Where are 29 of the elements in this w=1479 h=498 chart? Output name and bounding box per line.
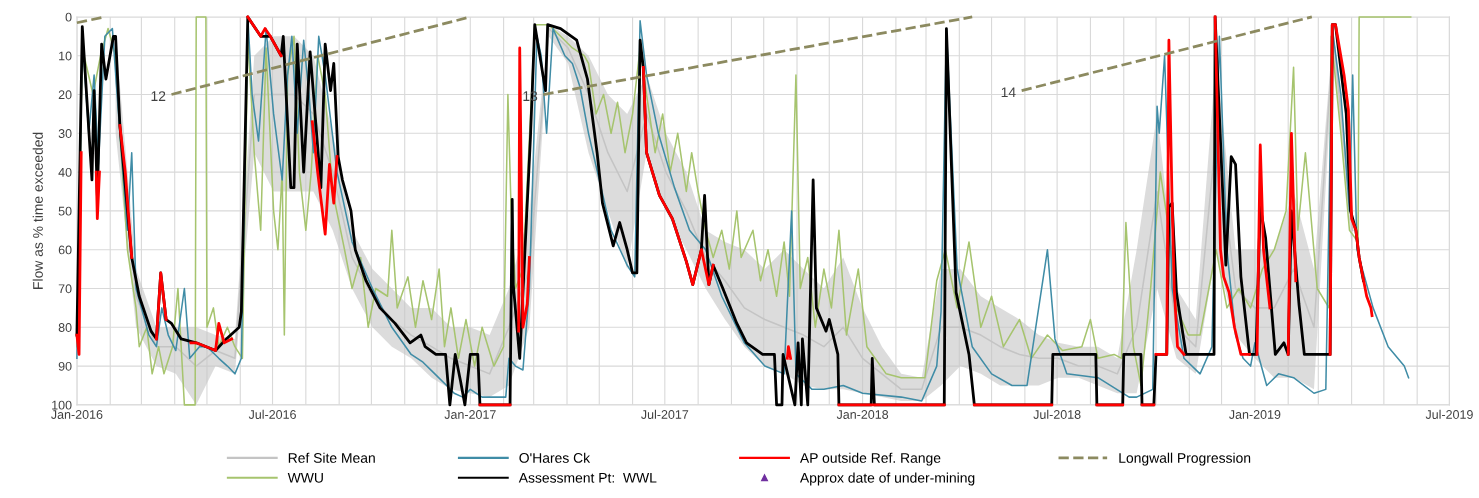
y-tick-label: 0	[65, 12, 72, 22]
x-tick-label: Jan-2019	[1229, 410, 1281, 419]
annotation: 12	[151, 91, 166, 101]
y-tick-label: 30	[58, 129, 72, 138]
y-tick-label: 50	[58, 206, 72, 216]
x-tick-label: Jul-2018	[1033, 409, 1081, 419]
x-tick-label: Jan-2017	[444, 410, 496, 419]
y-tick-label: 80	[58, 323, 72, 332]
y-tick-label: 40	[58, 167, 72, 177]
legend-label: Approx date of under-mining	[799, 472, 975, 486]
x-tick-label: Jul-2017	[641, 409, 689, 419]
y-tick-label: 60	[58, 245, 72, 255]
legend-label: WWU	[287, 473, 323, 483]
x-tick-label: Jan-2016	[51, 410, 103, 419]
y-tick-label: 10	[59, 51, 72, 61]
legend-label: Assessment Pt: WWL	[518, 473, 657, 483]
x-tick-label: Jul-2019	[1425, 409, 1473, 419]
legend-label: AP outside Ref. Range	[799, 452, 941, 466]
y-tick-label: 100	[52, 400, 72, 410]
legend-label: O'Hares Ck	[519, 452, 591, 463]
x-tick-label: Jul-2016	[248, 409, 296, 419]
annotation: 14	[1001, 87, 1016, 98]
legend-label: Longwall Progression	[1119, 452, 1251, 466]
legend-label: Ref Site Mean	[288, 452, 375, 463]
y-tick-label: 20	[58, 90, 72, 100]
y-tick-label: 90	[58, 361, 72, 371]
y-tick-label: 70	[58, 284, 72, 294]
y-axis-title: Flow as % time exceeded	[32, 132, 43, 289]
x-tick-label: Jan-2018	[836, 410, 889, 419]
